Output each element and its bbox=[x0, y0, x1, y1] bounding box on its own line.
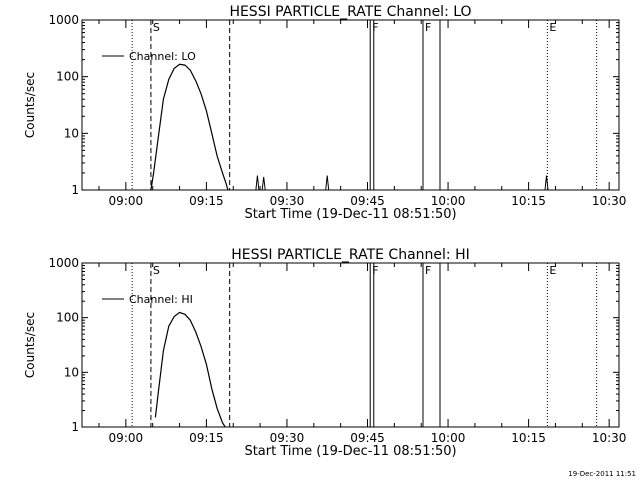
marker-label-s: S bbox=[153, 21, 160, 34]
marker-label-f: F bbox=[372, 21, 378, 34]
y-axis-label: Counts/sec bbox=[23, 312, 37, 378]
x-tick-label: 09:45 bbox=[350, 431, 385, 445]
x-tick-label: 09:30 bbox=[270, 194, 305, 208]
chart-lo-channel: HESSI PARTICLE_RATE Channel: LO 1 10 100 100… bbox=[23, 4, 626, 222]
series-line bbox=[154, 311, 226, 428]
x-tick-label: 10:15 bbox=[511, 431, 546, 445]
x-tick-label: 09:30 bbox=[270, 431, 305, 445]
spike bbox=[544, 175, 549, 191]
y-tick-label: 10 bbox=[64, 365, 79, 379]
y-tick-label: 1000 bbox=[48, 256, 79, 270]
x-tick-label: 10:00 bbox=[431, 194, 466, 208]
spike bbox=[261, 176, 266, 191]
legend-label: Channel: HI bbox=[129, 293, 193, 306]
x-axis-label: Start Time (19-Dec-11 08:51:50) bbox=[244, 207, 456, 222]
x-tick-label: 09:15 bbox=[189, 194, 224, 208]
plot-frame bbox=[81, 19, 620, 191]
y-tick-label: 100 bbox=[56, 70, 79, 84]
footer-date: 19-Dec-2011 11:51 bbox=[568, 470, 636, 478]
x-tick-label: 10:15 bbox=[511, 194, 546, 208]
y-axis-label: Counts/sec bbox=[23, 72, 37, 138]
chart-title: HESSI PARTICLE_RATE Channel: LO bbox=[229, 4, 471, 20]
y-tick-label: 100 bbox=[56, 311, 79, 325]
x-tick-label: 10:00 bbox=[431, 431, 466, 445]
chart-title: HESSI PARTICLE_RATE Channel: HI bbox=[231, 247, 469, 263]
series-line bbox=[150, 63, 229, 191]
x-tick-label: 09:15 bbox=[189, 431, 224, 445]
chart-hi-channel: HESSI PARTICLE_RATE Channel: HI 1 10 100 100… bbox=[23, 247, 626, 459]
y-tick-label: 1 bbox=[71, 420, 79, 434]
marker-label-f: F bbox=[372, 264, 378, 277]
x-tick-label: 09:00 bbox=[109, 194, 144, 208]
y-tick-label: 10 bbox=[64, 126, 79, 140]
x-tick-label: 09:00 bbox=[109, 431, 144, 445]
marker-label-e: E bbox=[549, 264, 556, 277]
marker-label-s: S bbox=[153, 264, 160, 277]
marker-label-f: F bbox=[425, 264, 431, 277]
marker-label-f: F bbox=[425, 21, 431, 34]
marker-label-e: E bbox=[549, 21, 556, 34]
x-tick-label: 10:30 bbox=[592, 431, 627, 445]
spike bbox=[255, 175, 260, 191]
y-tick-label: 1 bbox=[71, 183, 79, 197]
y-tick-label: 1000 bbox=[48, 13, 79, 27]
plot-frame bbox=[81, 262, 620, 428]
x-tick-label: 09:45 bbox=[350, 194, 385, 208]
spike bbox=[325, 175, 330, 191]
x-axis-label: Start Time (19-Dec-11 08:51:50) bbox=[244, 444, 456, 459]
x-tick-label: 10:30 bbox=[592, 194, 627, 208]
legend-label: Channel: LO bbox=[129, 50, 196, 63]
